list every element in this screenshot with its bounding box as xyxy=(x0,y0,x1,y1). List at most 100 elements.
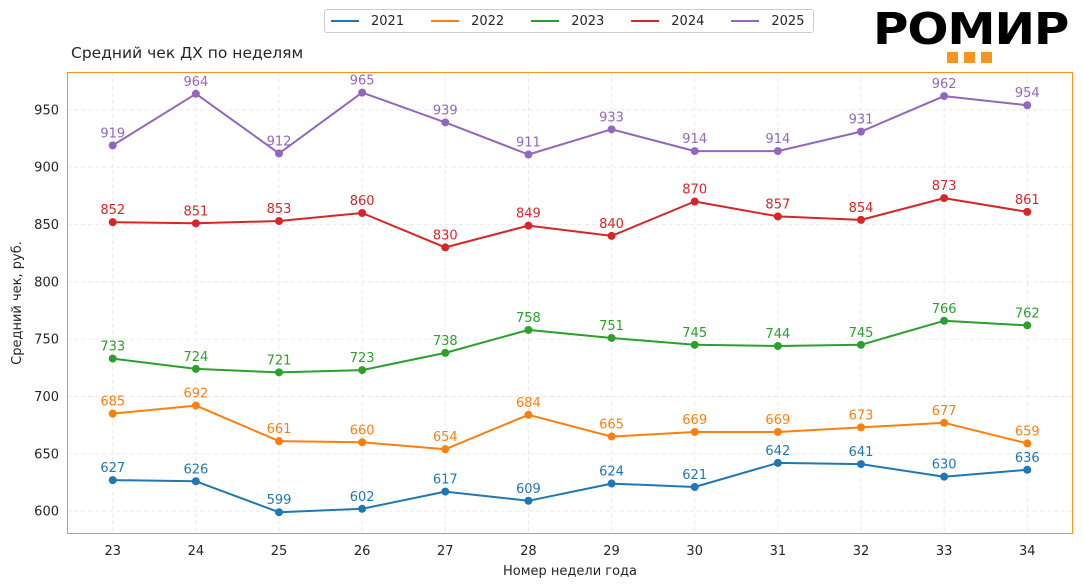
data-point xyxy=(358,366,367,375)
data-point xyxy=(940,472,949,481)
data-label: 912 xyxy=(267,134,292,149)
data-point xyxy=(773,147,782,156)
legend-swatch xyxy=(331,20,359,22)
series-2022: 685 692 661 660 654 684 665 669 669 673 677 659 xyxy=(100,387,1040,454)
data-point xyxy=(108,354,117,363)
x-tick-label: 28 xyxy=(520,544,537,559)
x-tick-label: 25 xyxy=(271,544,288,559)
legend-label: 2023 xyxy=(571,13,605,29)
x-tick-label: 24 xyxy=(188,544,205,559)
data-label: 684 xyxy=(516,396,541,411)
data-label: 860 xyxy=(350,194,375,209)
series-line xyxy=(112,404,1028,451)
data-point xyxy=(773,458,782,467)
data-point xyxy=(940,194,949,203)
series-line xyxy=(112,197,1028,249)
data-label: 851 xyxy=(183,204,208,219)
x-tick-label: 23 xyxy=(104,544,121,559)
data-point xyxy=(1023,207,1032,216)
data-label: 919 xyxy=(100,126,125,141)
data-label: 627 xyxy=(100,461,125,476)
data-label: 661 xyxy=(267,422,292,437)
data-point xyxy=(607,333,616,342)
y-tick-label: 900 xyxy=(34,161,59,176)
data-point xyxy=(856,215,865,224)
data-label: 733 xyxy=(100,340,125,355)
legend-label: 2025 xyxy=(771,13,805,29)
y-tick-label: 800 xyxy=(34,275,59,290)
data-label: 857 xyxy=(765,197,790,212)
series-2023: 733 724 721 723 738 758 751 745 744 745 766 762 xyxy=(100,302,1040,377)
data-label: 870 xyxy=(682,183,707,198)
data-label: 624 xyxy=(599,465,624,480)
x-tick-label: 33 xyxy=(936,544,953,559)
legend-swatch xyxy=(431,20,460,22)
data-label: 911 xyxy=(516,136,541,151)
y-tick-label: 700 xyxy=(34,390,59,405)
data-point xyxy=(441,118,450,127)
data-label: 673 xyxy=(849,408,874,423)
data-point xyxy=(1023,439,1032,448)
series-line xyxy=(112,91,1028,156)
data-label: 669 xyxy=(682,413,707,428)
data-point xyxy=(773,212,782,221)
data-label: 602 xyxy=(350,490,375,505)
data-label: 738 xyxy=(433,334,458,349)
data-point xyxy=(690,340,699,349)
data-point xyxy=(1023,321,1032,330)
data-point xyxy=(108,476,117,485)
chart-title: Средний чек ДХ по неделям xyxy=(71,44,303,62)
series-line xyxy=(112,319,1028,374)
data-label: 745 xyxy=(849,326,874,341)
logo-text: РОМИР xyxy=(873,4,1069,55)
data-point xyxy=(524,221,533,230)
data-label: 939 xyxy=(433,103,458,118)
data-label: 830 xyxy=(433,228,458,243)
data-point xyxy=(524,496,533,505)
data-label: 642 xyxy=(765,444,790,459)
data-point xyxy=(275,368,284,377)
data-label: 954 xyxy=(1015,86,1040,101)
logo-dot xyxy=(947,52,958,63)
data-label: 745 xyxy=(682,326,707,341)
data-point xyxy=(690,147,699,156)
y-axis-label: Средний чек, руб. xyxy=(10,241,25,365)
data-point xyxy=(441,243,450,252)
data-label: 861 xyxy=(1015,193,1040,208)
data-point xyxy=(856,127,865,136)
data-point xyxy=(856,423,865,432)
data-point xyxy=(524,325,533,334)
legend-item-2025: 2025 xyxy=(731,14,804,29)
data-label: 721 xyxy=(267,353,292,368)
logo-dot xyxy=(981,52,992,63)
data-label: 933 xyxy=(599,110,624,125)
data-label: 665 xyxy=(599,418,624,433)
data-point xyxy=(524,410,533,419)
legend-label: 2021 xyxy=(371,13,405,29)
data-point xyxy=(1023,101,1032,110)
data-point xyxy=(856,340,865,349)
data-point xyxy=(607,479,616,488)
data-label: 852 xyxy=(100,203,125,218)
series-2024: 852 851 853 860 830 849 840 870 857 854 873 861 xyxy=(100,179,1040,252)
data-label: 626 xyxy=(183,462,208,477)
y-tick-label: 950 xyxy=(34,103,59,118)
plot-frame xyxy=(67,72,1073,534)
data-label: 659 xyxy=(1015,424,1040,439)
data-label: 914 xyxy=(765,132,790,147)
data-label: 873 xyxy=(932,179,957,194)
legend-label: 2022 xyxy=(471,13,505,29)
legend-item-2021: 2021 xyxy=(331,14,404,29)
data-point xyxy=(607,432,616,441)
data-label: 617 xyxy=(433,473,458,488)
data-label: 849 xyxy=(516,207,541,222)
x-tick-label: 34 xyxy=(1019,544,1036,559)
logo-dot xyxy=(964,52,975,63)
data-point xyxy=(108,141,117,150)
data-label: 669 xyxy=(765,413,790,428)
legend-item-2023: 2023 xyxy=(531,14,604,29)
data-point xyxy=(358,88,367,97)
legend-item-2022: 2022 xyxy=(431,14,504,29)
